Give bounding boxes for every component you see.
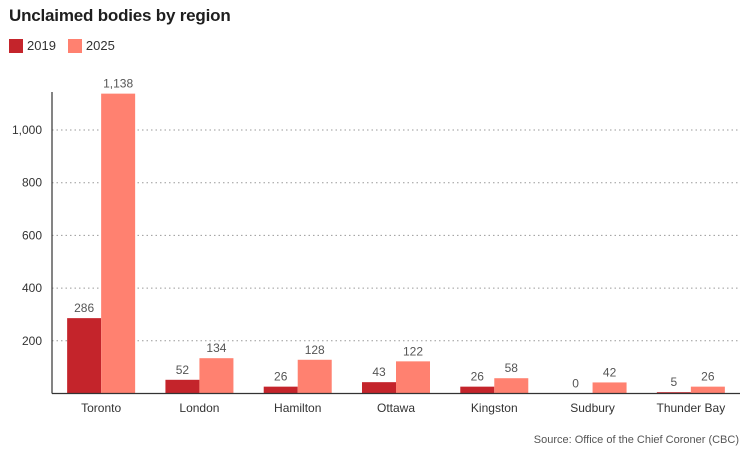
data-label: 128 — [305, 343, 325, 357]
x-tick-label: Sudbury — [570, 401, 615, 415]
legend-swatch-2019 — [9, 38, 23, 53]
x-tick-label: Hamilton — [274, 401, 321, 415]
x-tick-label: Toronto — [81, 401, 121, 415]
data-label: 58 — [505, 361, 519, 375]
data-label: 43 — [372, 365, 386, 379]
data-label: 52 — [176, 363, 190, 377]
legend-item-2025: 2025 — [67, 38, 115, 53]
bar-2019-kingston — [460, 386, 495, 394]
y-tick-label: 600 — [22, 228, 42, 242]
bar-2019-hamilton — [263, 386, 298, 394]
bar-2025-toronto — [101, 93, 136, 394]
data-label: 26 — [471, 370, 485, 384]
legend-item-2019: 2019 — [9, 38, 56, 53]
data-label: 5 — [671, 375, 678, 389]
data-label: 42 — [603, 365, 617, 379]
legend: 2019 2025 — [9, 38, 127, 53]
data-label: 122 — [403, 344, 423, 358]
legend-swatch-2025 — [67, 38, 82, 53]
bar-2019-toronto — [67, 318, 102, 394]
bar-2025-kingston — [494, 378, 529, 394]
data-label: 0 — [572, 377, 579, 391]
bar-2025-hamilton — [297, 359, 332, 394]
chart-title: Unclaimed bodies by region — [9, 6, 231, 25]
data-label: 286 — [74, 301, 94, 315]
legend-label-2025: 2025 — [85, 38, 115, 53]
bar-2019-thunder-bay — [656, 392, 691, 394]
data-label: 26 — [274, 370, 288, 384]
x-tick-label: Ottawa — [377, 401, 415, 415]
data-label: 26 — [701, 370, 715, 384]
x-tick-label: Thunder Bay — [656, 401, 725, 415]
source-note: Source: Office of the Chief Coroner (CBC… — [533, 434, 739, 446]
bar-2025-london — [199, 358, 234, 394]
x-tick-label: Kingston — [471, 401, 518, 415]
bar-2019-london — [165, 379, 200, 394]
y-tick-label: 1,000 — [12, 123, 42, 137]
y-tick-label: 400 — [22, 281, 42, 295]
legend-label-2019: 2019 — [27, 38, 56, 53]
y-tick-label: 200 — [22, 334, 42, 348]
data-label: 1,138 — [103, 77, 133, 91]
bar-2025-thunder-bay — [690, 386, 725, 394]
bar-2019-ottawa — [362, 382, 396, 394]
y-tick-label: 800 — [22, 176, 42, 190]
bar-2025-ottawa — [396, 361, 430, 394]
data-label: 134 — [206, 341, 226, 355]
x-tick-label: London — [179, 401, 219, 415]
bar-2025-sudbury — [592, 382, 627, 394]
